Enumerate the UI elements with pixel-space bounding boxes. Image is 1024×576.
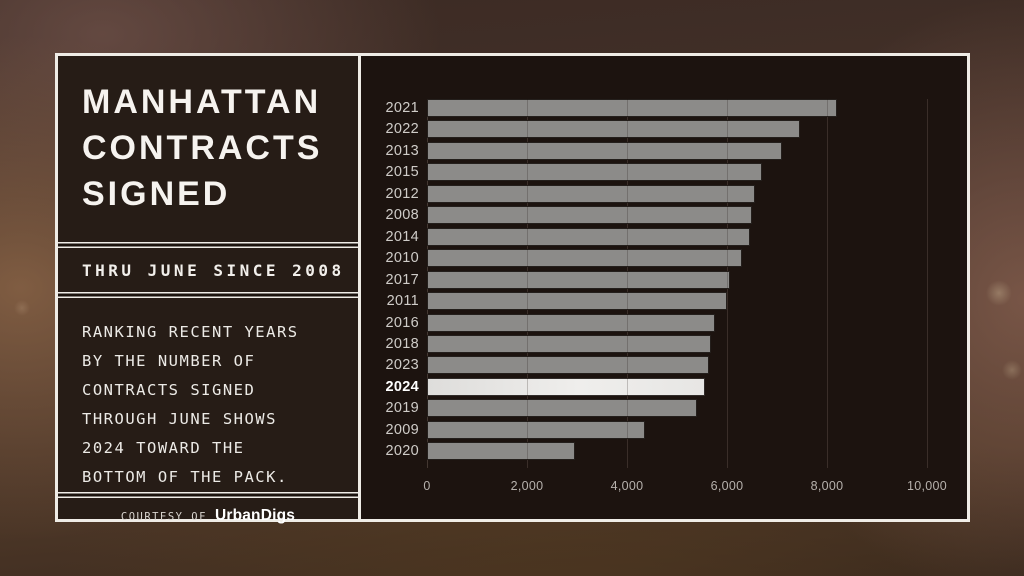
chart-row-2023 — [427, 356, 927, 375]
chart-row-2017 — [427, 270, 927, 289]
gridline-overlay — [927, 99, 928, 468]
year-label-2016: 2016 — [385, 314, 419, 331]
gridline — [827, 99, 828, 468]
infographic-card: MANHATTAN CONTRACTS SIGNED THRU JUNE SIN… — [55, 53, 970, 524]
bar-2015 — [427, 163, 762, 182]
chart-row-2012 — [427, 184, 927, 203]
year-label-2013: 2013 — [385, 142, 419, 159]
chart-row-2014 — [427, 227, 927, 246]
bar-chart: 2021 2022 2013 2015 2012 2008 2014 2010 2017 2011… — [386, 99, 947, 493]
bar-2023 — [427, 356, 709, 375]
chart-row-2011 — [427, 292, 927, 311]
gridline — [927, 99, 928, 468]
courtesy-label: COURTESY OF — [120, 511, 207, 523]
bar-2009 — [427, 420, 645, 439]
year-label-2022: 2022 — [385, 121, 419, 138]
subtitle-section: THRU JUNE SINCE 2008 — [58, 248, 358, 292]
x-tick-0: 0 — [423, 479, 431, 493]
x-tick-4000: 4,000 — [610, 479, 644, 493]
courtesy-section: COURTESY OF UrbanDigs — [58, 498, 358, 534]
chart-row-2021 — [427, 99, 927, 117]
year-label-2008: 2008 — [385, 207, 419, 224]
bar-2014 — [427, 227, 750, 246]
bokeh-dot — [986, 280, 1012, 306]
page-title-line-1: MANHATTAN — [82, 83, 322, 121]
section-divider — [58, 242, 358, 248]
year-label-2015: 2015 — [385, 164, 419, 181]
chart-row-2013 — [427, 141, 927, 160]
bar-2013 — [427, 141, 782, 160]
year-label-2024: 2024 — [385, 378, 419, 395]
bar-2022 — [427, 120, 800, 139]
chart-row-2019 — [427, 399, 927, 418]
section-divider — [58, 292, 358, 298]
section-divider — [58, 492, 358, 498]
chart-row-2018 — [427, 334, 927, 353]
x-tick-6000: 6,000 — [710, 479, 744, 493]
x-tick-10000: 10,000 — [906, 479, 948, 493]
year-label-2018: 2018 — [385, 335, 419, 352]
description-text: RANKING RECENT YEARS BY THE NUMBER OF CO… — [82, 323, 299, 486]
bar-2018 — [427, 334, 711, 353]
bar-2020 — [427, 442, 575, 461]
year-label-2019: 2019 — [385, 400, 419, 417]
gridline-overlay — [527, 99, 528, 468]
chart-row-2015 — [427, 163, 927, 182]
chart-row-2009 — [427, 420, 927, 439]
year-label-2020: 2020 — [385, 443, 419, 460]
chart-row-2020 — [427, 442, 927, 461]
title-section: MANHATTAN CONTRACTS SIGNED — [58, 56, 358, 242]
page-title-line-2: CONTRACTS — [82, 129, 323, 167]
bar-2019 — [427, 399, 697, 418]
highlighted-bar-2024 — [427, 377, 705, 396]
year-label-2023: 2023 — [385, 357, 419, 374]
year-label-2021: 2021 — [385, 100, 419, 116]
chart-row-2016 — [427, 313, 927, 332]
brand-logo: UrbanDigs — [214, 507, 296, 524]
gridline-overlay — [627, 99, 628, 468]
gridline-overlay — [727, 99, 728, 468]
bar-2021 — [427, 99, 837, 117]
bokeh-dot — [14, 300, 30, 316]
year-label-2012: 2012 — [385, 185, 419, 202]
bar-2017 — [427, 270, 730, 289]
bar-2008 — [427, 206, 752, 225]
year-label-2009: 2009 — [385, 421, 419, 438]
subtitle: THRU JUNE SINCE 2008 — [82, 260, 345, 280]
chart-row-2022 — [427, 120, 927, 139]
year-label-2010: 2010 — [385, 250, 419, 267]
bokeh-dot — [1002, 360, 1022, 380]
page-title-line-3: SIGNED — [82, 175, 231, 213]
x-tick-2000: 2,000 — [510, 479, 544, 493]
chart-row-2010 — [427, 249, 927, 268]
description-section: RANKING RECENT YEARS BY THE NUMBER OF CO… — [58, 298, 358, 492]
bar-2011 — [427, 292, 727, 311]
gridline-overlay — [827, 99, 828, 468]
year-label-2014: 2014 — [385, 228, 419, 245]
chart-row-2024 — [427, 377, 927, 396]
x-tick-8000: 8,000 — [810, 479, 844, 493]
info-panel: MANHATTAN CONTRACTS SIGNED THRU JUNE SIN… — [58, 56, 361, 524]
bar-2016 — [427, 313, 715, 332]
bar-2012 — [427, 184, 755, 203]
chart-row-2008 — [427, 206, 927, 225]
chart-panel: 2021 2022 2013 2015 2012 2008 2014 2010 2017 2011… — [361, 56, 967, 519]
bar-2010 — [427, 249, 742, 268]
year-label-2011: 2011 — [386, 293, 419, 310]
year-label-2017: 2017 — [385, 271, 419, 288]
